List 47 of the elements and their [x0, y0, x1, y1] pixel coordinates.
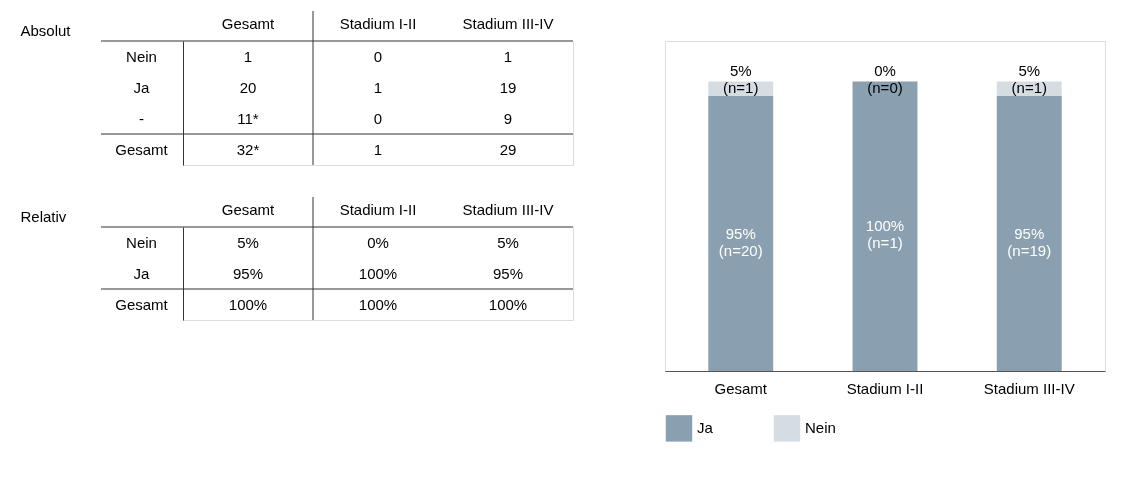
text: 95% — [232, 264, 264, 282]
data-label: 5% (n=1) — [723, 61, 759, 96]
text: 0 — [373, 109, 383, 127]
category-label: Ja — [133, 78, 150, 96]
text: 19 — [499, 78, 517, 96]
category-label: - — [139, 109, 144, 127]
data-label: 95% (n=20) — [718, 224, 763, 259]
text: 0% — [367, 233, 389, 251]
category-label: Gesamt — [115, 295, 168, 313]
text: 5% — [497, 233, 519, 251]
category-label: Gesamt — [221, 14, 276, 32]
category-label: Gesamt — [221, 200, 276, 218]
text: 5% — [237, 233, 259, 251]
x-tick-label: Stadium III-IV — [983, 379, 1075, 397]
text: 11* — [237, 109, 259, 127]
category-label: Stadium I-II — [339, 200, 417, 218]
text: Relativ — [20, 207, 67, 225]
text: 1 — [243, 47, 253, 65]
legend-label: Nein — [805, 419, 836, 437]
category-label: Nein — [126, 233, 157, 251]
text: 1 — [373, 140, 383, 158]
category-label: Nein — [126, 47, 157, 65]
text: Absolut — [20, 21, 72, 39]
category-label: Ja — [133, 264, 150, 282]
text: 100% — [358, 264, 398, 282]
text: 1 — [373, 78, 383, 96]
category-label: Gesamt — [115, 140, 168, 158]
text: 20 — [239, 78, 257, 96]
text: 32* — [236, 140, 260, 158]
x-tick-label: Gesamt — [714, 379, 768, 397]
text: 95% — [492, 264, 524, 282]
text: 9 — [503, 109, 513, 127]
category-label: Stadium III-IV — [462, 200, 554, 218]
text: 0 — [373, 47, 383, 65]
category-label: Stadium I-II — [339, 14, 417, 32]
data-label: 5% (n=1) — [1011, 61, 1047, 96]
data-label: 95% (n=19) — [1007, 224, 1052, 259]
text: 100% — [488, 295, 528, 313]
text: 100% — [228, 295, 268, 313]
text: 29 — [499, 140, 517, 158]
text: 100% — [358, 295, 398, 313]
legend-label: Ja — [697, 419, 714, 437]
x-tick-label: Stadium I-II — [846, 379, 924, 397]
text: 1 — [503, 47, 513, 65]
data-label: 100% (n=1) — [865, 217, 905, 252]
category-label: Stadium III-IV — [462, 14, 554, 32]
data-label: 0% (n=0) — [867, 61, 903, 96]
